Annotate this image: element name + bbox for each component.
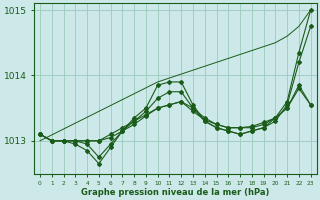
X-axis label: Graphe pression niveau de la mer (hPa): Graphe pression niveau de la mer (hPa) bbox=[81, 188, 269, 197]
